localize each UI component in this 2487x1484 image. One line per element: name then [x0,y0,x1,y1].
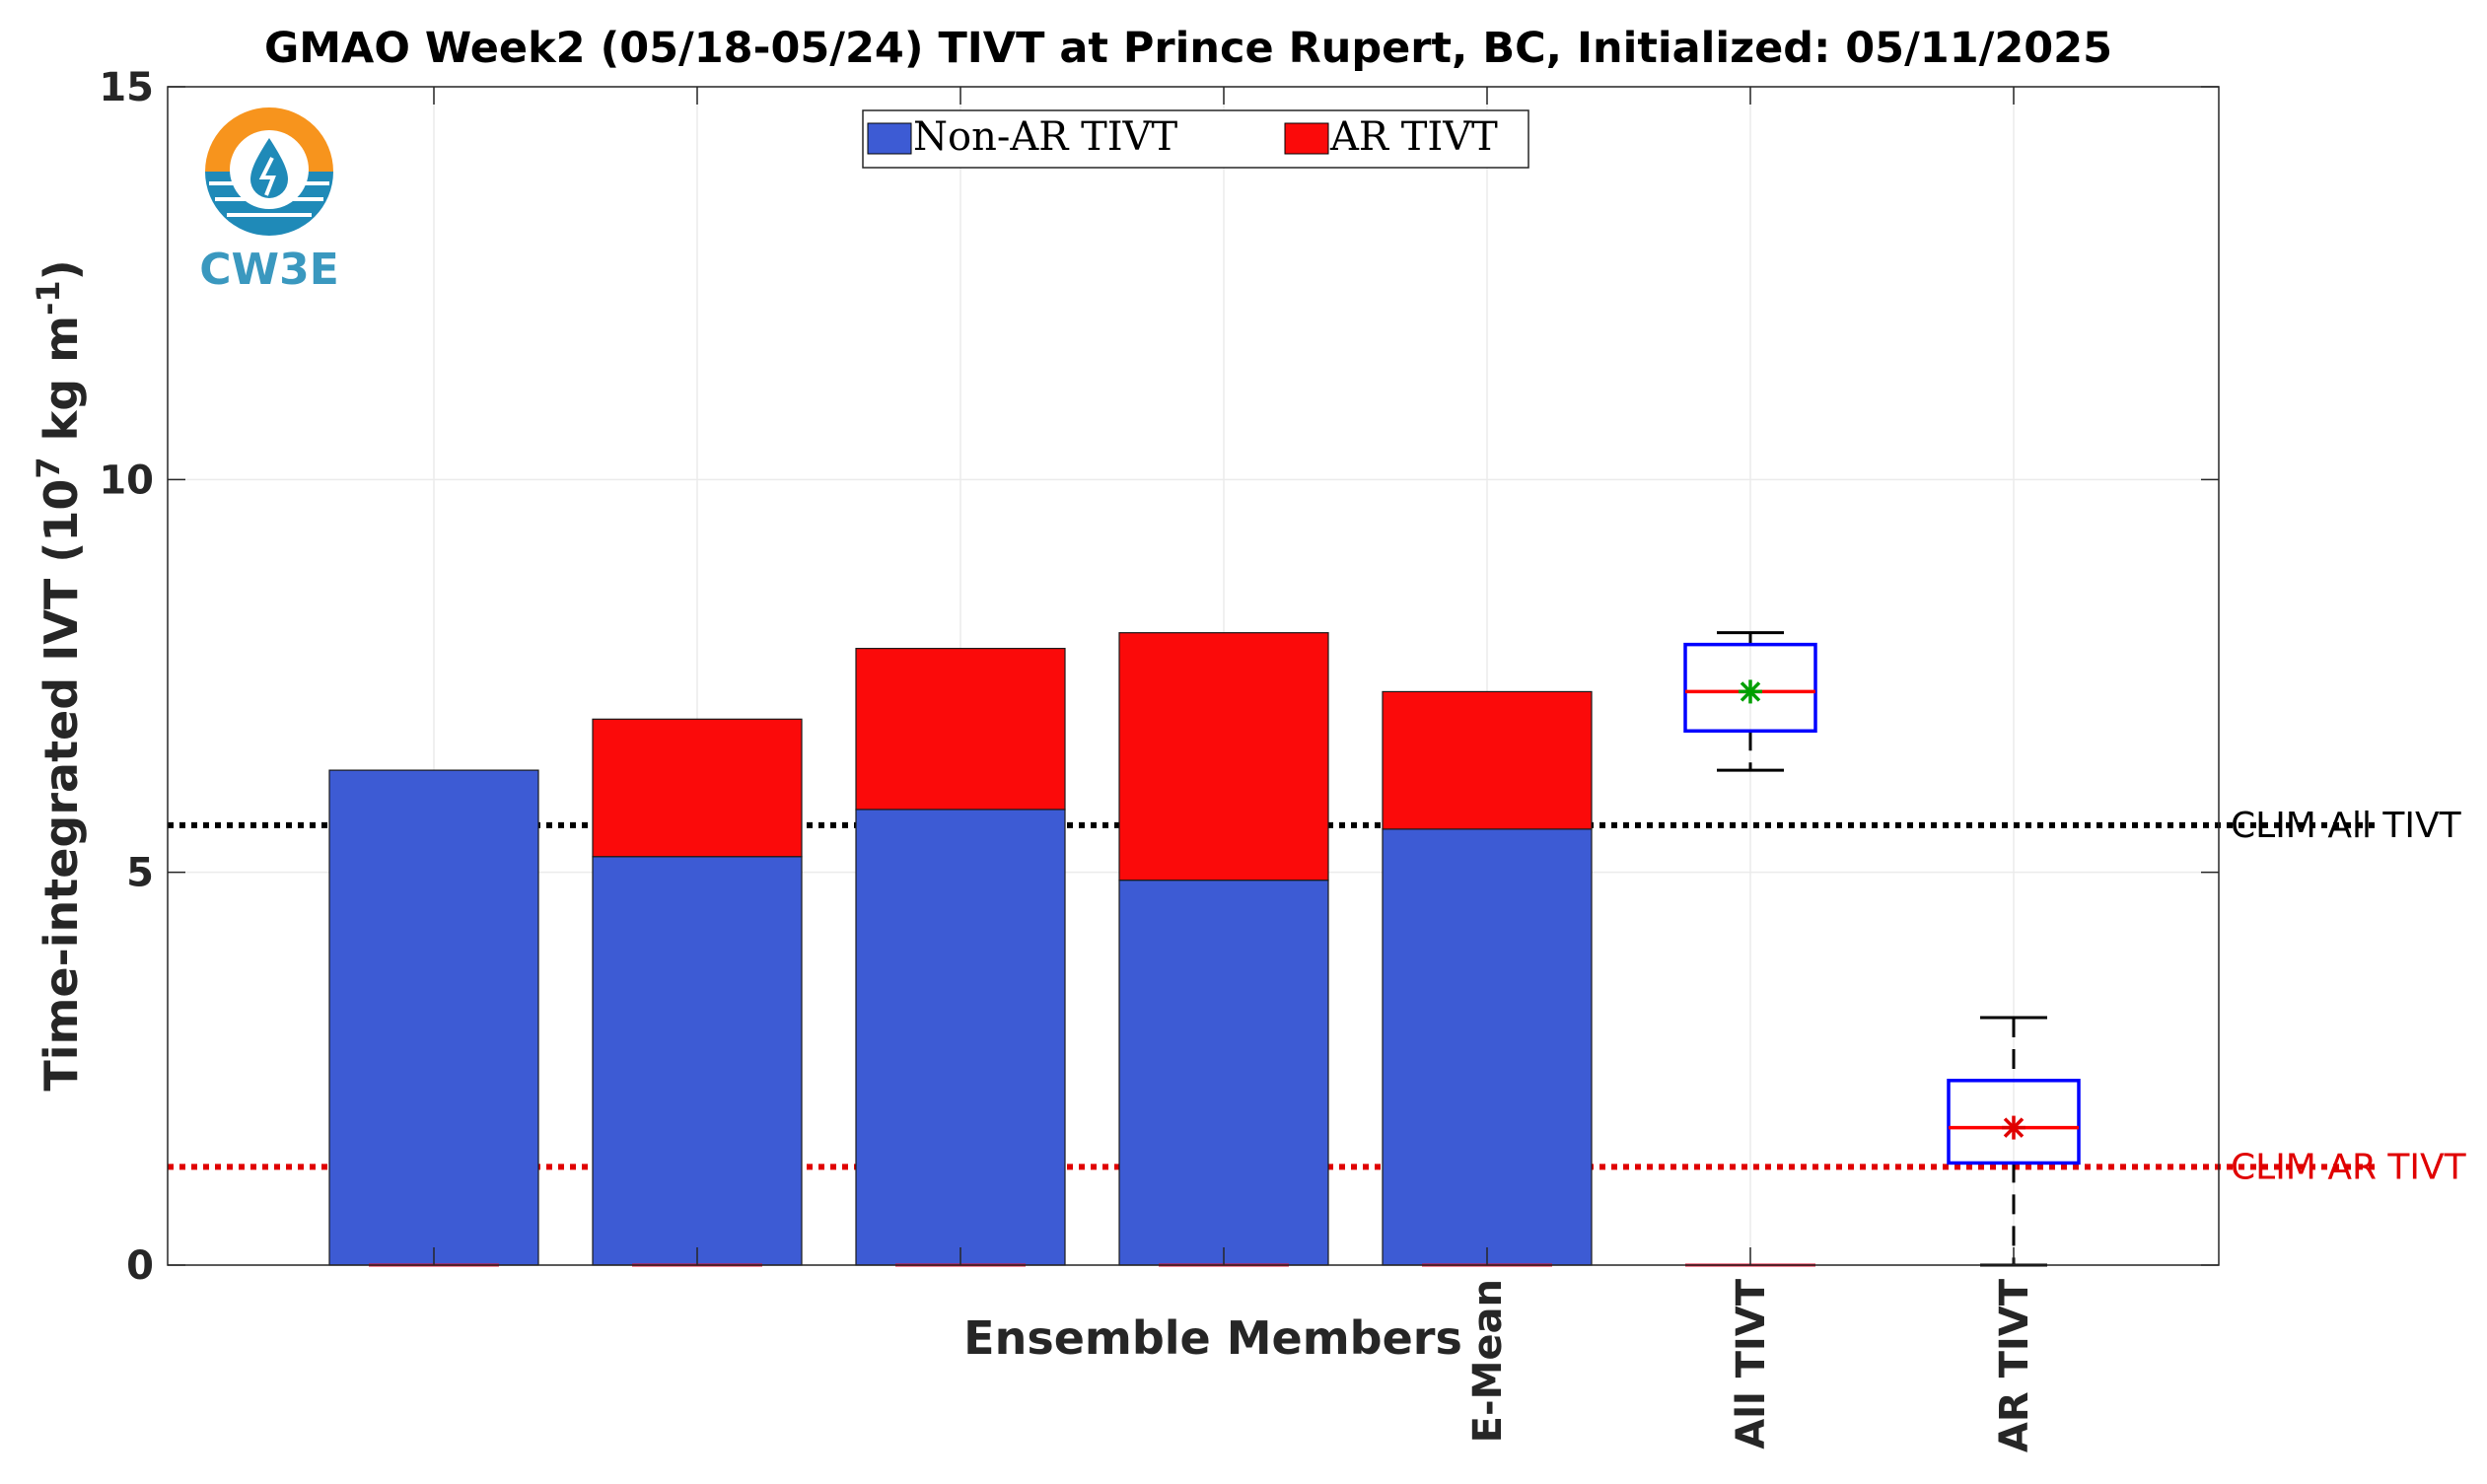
legend-box [862,109,1529,169]
cw3e-logo: CW3E [199,107,339,295]
chart-title: GMAO Week2 (05/18-05/24) TIVT at Prince … [264,24,2112,73]
y-axis-label-unit-exp: -1 [30,280,67,316]
x-tick-label: AR TIVT [1992,1278,2037,1452]
mean-marker-stroke [1740,681,1761,702]
y-axis-label-main: Time-integrated IVT (10 [35,479,88,1092]
mean-marker [1739,679,1762,704]
y-tick-label: 15 [99,65,154,110]
legend-swatch-non-ar [867,122,912,155]
y-axis-label: Time-integrated IVT (107 kg m-1) [30,259,88,1091]
y-tick-label: 10 [99,458,154,503]
y-axis-label-close: ) [35,259,88,280]
mean-marker [2002,1115,2025,1140]
logo-text: CW3E [199,245,339,295]
boxplots [1683,631,2081,1267]
x-tick-label: All TIVT [1729,1278,1774,1449]
y-ticks: 0 5 10 15 [99,65,2219,1289]
y-tick-label: 0 [126,1243,154,1289]
x-ticks: E-Mean All TIVT AR TIVT [433,87,2037,1452]
box-iqr [1947,1079,2081,1166]
x-tick-label: E-Mean [1465,1279,1511,1443]
x-axis-label: Ensemble Members [963,1311,1462,1365]
y-tick-label: 5 [126,851,154,896]
y-axis-label-exp: 7 [30,457,67,478]
reference-line-label: CLIM All TIVT [2231,806,2462,846]
logo-drop-icon [250,138,288,198]
bar-ar [592,718,803,858]
y-axis-label-unit: kg m [35,316,88,457]
bar-non-ar [855,809,1066,1266]
bar-non-ar [1118,880,1329,1266]
mean-marker-stroke [2003,1117,2025,1138]
bar-ar [855,648,1066,811]
bar-non-ar [328,769,539,1266]
logo-bolt-icon [258,157,276,196]
bar-ar [1382,690,1593,830]
reference-line-label: CLIM AR TIVT [2231,1147,2467,1187]
plot-frame [167,86,2220,1266]
bar-non-ar [592,856,803,1266]
legend-label-non-ar: Non-AR TIVT [913,114,1177,160]
box-iqr [1683,642,1817,734]
legend: Non-AR TIVT AR TIVT [862,109,1529,169]
legend-label-ar: AR TIVT [1329,114,1498,160]
bar-non-ar [1382,828,1593,1266]
bars [328,632,1815,1267]
legend-swatch-ar [1284,122,1329,155]
bar-ar [1118,632,1329,882]
